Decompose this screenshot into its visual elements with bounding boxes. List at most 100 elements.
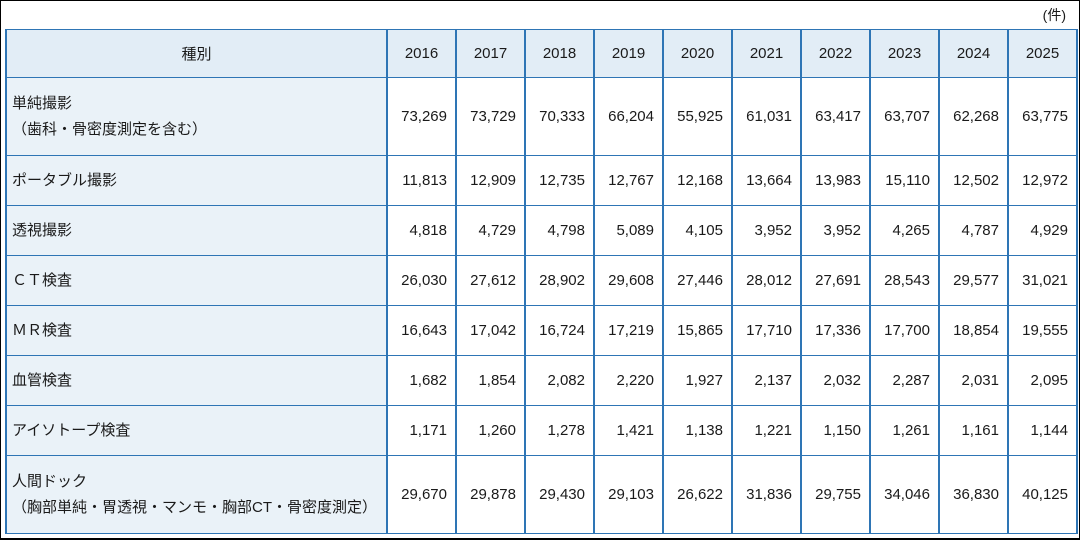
value-cell: 27,612	[455, 255, 526, 306]
value-cell: 29,755	[800, 455, 871, 534]
value-cell: 4,105	[662, 205, 733, 256]
value-cell: 73,729	[455, 77, 526, 156]
row-label-cell: 人間ドック （胸部単純・胃透視・マンモ・胸部CT・骨密度測定）	[5, 455, 388, 534]
value-cell: 27,446	[662, 255, 733, 306]
row-label-cell: ＭＲ検査	[5, 305, 388, 356]
category-header-cell: 種別	[5, 29, 388, 78]
value-cell: 16,724	[524, 305, 595, 356]
value-cell: 61,031	[731, 77, 802, 156]
value-cell: 28,012	[731, 255, 802, 306]
statistics-table: 種別 2016 2017 2018 2019 2020 2021 2022 2023 2024 2…	[5, 29, 1078, 534]
value-cell: 27,691	[800, 255, 871, 306]
value-cell: 19,555	[1007, 305, 1078, 356]
value-cell: 13,664	[731, 155, 802, 206]
row-label-cell: ポータブル撮影	[5, 155, 388, 206]
value-cell: 12,767	[593, 155, 664, 206]
value-cell: 40,125	[1007, 455, 1078, 534]
row-label: 血管検査	[12, 371, 73, 389]
value-cell: 29,430	[524, 455, 595, 534]
row-sublabel: （歯科・骨密度測定を含む）	[12, 120, 208, 138]
value-cell: 15,110	[869, 155, 940, 206]
value-cell: 3,952	[800, 205, 871, 256]
value-cell: 28,543	[869, 255, 940, 306]
value-cell: 5,089	[593, 205, 664, 256]
value-cell: 15,865	[662, 305, 733, 356]
value-cell: 28,902	[524, 255, 595, 306]
value-cell: 73,269	[386, 77, 457, 156]
header-row: 種別 2016 2017 2018 2019 2020 2021 2022 2023 2024 2…	[5, 29, 1078, 78]
unit-row: (件)	[1, 1, 1079, 29]
value-cell: 29,608	[593, 255, 664, 306]
row-label: アイソトープ検査	[12, 421, 131, 439]
value-cell: 29,103	[593, 455, 664, 534]
value-cell: 29,670	[386, 455, 457, 534]
row-label-cell: アイソトープ検査	[5, 405, 388, 456]
value-cell: 12,168	[662, 155, 733, 206]
row-label: 人間ドック	[12, 473, 88, 490]
value-cell: 2,082	[524, 355, 595, 406]
year-header-2024: 2024	[938, 29, 1009, 78]
value-cell: 12,735	[524, 155, 595, 206]
value-cell: 1,221	[731, 405, 802, 456]
value-cell: 29,878	[455, 455, 526, 534]
value-cell: 31,021	[1007, 255, 1078, 306]
row-label-cell: 透視撮影	[5, 205, 388, 256]
value-cell: 1,261	[869, 405, 940, 456]
value-cell: 17,710	[731, 305, 802, 356]
value-cell: 2,032	[800, 355, 871, 406]
value-cell: 1,682	[386, 355, 457, 406]
value-cell: 36,830	[938, 455, 1009, 534]
value-cell: 18,854	[938, 305, 1009, 356]
table-row: ＣＴ検査 26,030 27,612 28,902 29,608 27,446 28,012…	[5, 255, 1078, 306]
year-header-2019: 2019	[593, 29, 664, 78]
value-cell: 55,925	[662, 77, 733, 156]
value-cell: 2,137	[731, 355, 802, 406]
value-cell: 4,729	[455, 205, 526, 256]
row-label: 透視撮影	[12, 221, 73, 239]
year-header-2021: 2021	[731, 29, 802, 78]
value-cell: 1,278	[524, 405, 595, 456]
value-cell: 1,421	[593, 405, 664, 456]
value-cell: 2,095	[1007, 355, 1078, 406]
row-label: ポータブル撮影	[12, 171, 118, 189]
value-cell: 2,287	[869, 355, 940, 406]
value-cell: 2,031	[938, 355, 1009, 406]
value-cell: 3,952	[731, 205, 802, 256]
table-row: 単純撮影 （歯科・骨密度測定を含む） 73,269 73,729 70,333 66,20…	[5, 77, 1078, 156]
value-cell: 11,813	[386, 155, 457, 206]
year-header-2020: 2020	[662, 29, 733, 78]
table-row: 血管検査 1,682 1,854 2,082 2,220 1,927 2,137 2,032 2…	[5, 355, 1078, 406]
value-cell: 12,502	[938, 155, 1009, 206]
value-cell: 4,798	[524, 205, 595, 256]
value-cell: 17,336	[800, 305, 871, 356]
row-sublabel: （胸部単純・胃透視・マンモ・胸部CT・骨密度測定）	[12, 498, 377, 516]
value-cell: 63,775	[1007, 77, 1078, 156]
value-cell: 63,417	[800, 77, 871, 156]
value-cell: 4,265	[869, 205, 940, 256]
value-cell: 1,260	[455, 405, 526, 456]
row-label-cell: 単純撮影 （歯科・骨密度測定を含む）	[5, 77, 388, 156]
value-cell: 31,836	[731, 455, 802, 534]
row-label: 単純撮影	[12, 95, 73, 112]
value-cell: 17,042	[455, 305, 526, 356]
value-cell: 34,046	[869, 455, 940, 534]
value-cell: 66,204	[593, 77, 664, 156]
year-header-2022: 2022	[800, 29, 871, 78]
row-label: ＭＲ検査	[12, 321, 73, 339]
value-cell: 12,972	[1007, 155, 1078, 206]
value-cell: 63,707	[869, 77, 940, 156]
table-row: 人間ドック （胸部単純・胃透視・マンモ・胸部CT・骨密度測定） 29,670 29,8…	[5, 455, 1078, 534]
table-row: ポータブル撮影 11,813 12,909 12,735 12,767 12,168 13,…	[5, 155, 1078, 206]
value-cell: 4,818	[386, 205, 457, 256]
table-row: アイソトープ検査 1,171 1,260 1,278 1,421 1,138 1,221 1,…	[5, 405, 1078, 456]
year-header-2016: 2016	[386, 29, 457, 78]
value-cell: 4,929	[1007, 205, 1078, 256]
value-cell: 70,333	[524, 77, 595, 156]
value-cell: 2,220	[593, 355, 664, 406]
value-cell: 1,138	[662, 405, 733, 456]
row-label: ＣＴ検査	[12, 271, 73, 289]
value-cell: 17,219	[593, 305, 664, 356]
value-cell: 1,150	[800, 405, 871, 456]
value-cell: 4,787	[938, 205, 1009, 256]
